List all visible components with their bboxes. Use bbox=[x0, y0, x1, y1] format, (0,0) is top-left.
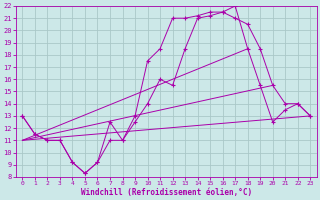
X-axis label: Windchill (Refroidissement éolien,°C): Windchill (Refroidissement éolien,°C) bbox=[81, 188, 252, 197]
